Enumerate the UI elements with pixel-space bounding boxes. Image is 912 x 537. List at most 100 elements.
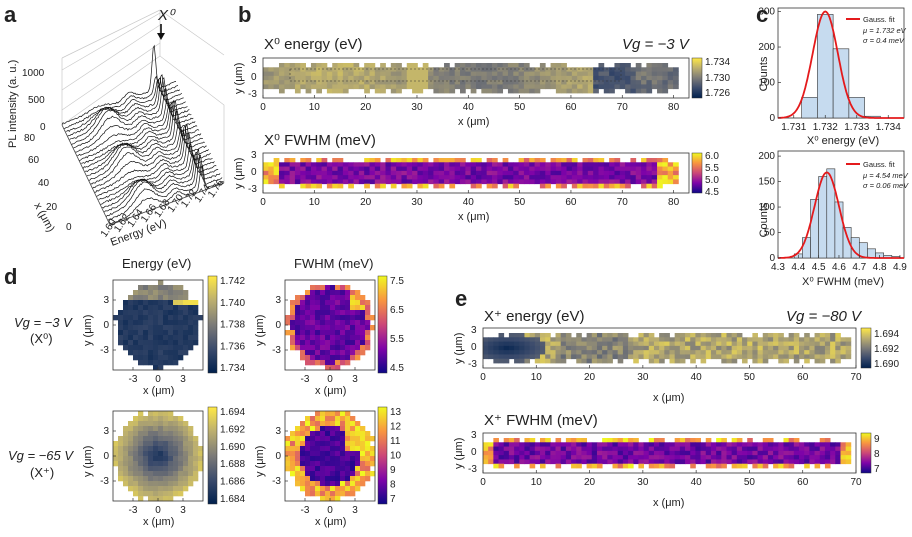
- map-pixel: [648, 459, 655, 465]
- map-pixel: [700, 442, 707, 447]
- map-pixel: [173, 476, 179, 482]
- map-pixel: [193, 456, 199, 462]
- map-pixel: [325, 471, 331, 477]
- map-pixel: [128, 340, 134, 346]
- map-pixel: [619, 175, 626, 180]
- map-pixel: [609, 71, 615, 77]
- map-pixel: [476, 170, 482, 176]
- map-pixel: [571, 80, 578, 85]
- map-pixel: [502, 183, 509, 189]
- map-pixel: [529, 166, 535, 172]
- map-pixel: [502, 71, 509, 77]
- map-pixel: [824, 345, 831, 351]
- map-pixel: [148, 411, 154, 417]
- map-pixel: [188, 441, 194, 447]
- map-pixel: [481, 80, 488, 85]
- map-pixel: [444, 75, 450, 81]
- map-pixel: [326, 75, 333, 81]
- a-energy-tick-mark: [191, 193, 195, 198]
- map-pixel: [716, 438, 722, 443]
- gauss-fit-line: [778, 10, 904, 119]
- map-pixel: [353, 179, 360, 185]
- map-pixel: [330, 290, 336, 296]
- map-pixel: [651, 166, 658, 172]
- hist-y-tick-2: 200: [758, 42, 775, 53]
- map-pixel: [153, 295, 159, 301]
- map-pixel: [337, 71, 344, 77]
- map-pixel: [534, 333, 541, 338]
- map-pixel: [330, 456, 336, 462]
- map-pixel: [417, 166, 424, 172]
- d-cbar_e1-tick-4: 1.734: [220, 363, 245, 374]
- map-pixel: [138, 471, 144, 477]
- map-pixel: [669, 450, 676, 456]
- map-pixel: [539, 337, 546, 342]
- map-pixel: [118, 461, 124, 467]
- map-pixel: [326, 183, 333, 189]
- map-pixel: [290, 320, 296, 326]
- map-pixel: [539, 350, 546, 355]
- map-pixel: [591, 446, 598, 452]
- map-pixel: [449, 80, 456, 85]
- map-pixel: [630, 88, 637, 94]
- map-pixel: [143, 345, 149, 351]
- map-pixel: [731, 350, 738, 355]
- map-pixel: [757, 350, 764, 355]
- map-pixel: [138, 456, 144, 462]
- map-pixel: [513, 67, 519, 72]
- map-pixel: [300, 456, 306, 462]
- b-cbar2-tick-0: 6.0: [705, 151, 719, 162]
- map-pixel: [571, 67, 578, 72]
- map-pixel: [350, 330, 356, 336]
- d-cbar_e2-tick-3: 1.688: [220, 459, 245, 470]
- map-pixel: [667, 67, 674, 72]
- map-pixel: [278, 162, 285, 167]
- map-pixel: [566, 162, 573, 167]
- map-pixel: [657, 67, 663, 72]
- map-pixel: [133, 320, 139, 326]
- map-pixel: [285, 436, 291, 442]
- map-pixel: [486, 179, 493, 185]
- map-pixel: [454, 175, 461, 180]
- map-pixel: [438, 179, 445, 185]
- map-pixel: [315, 456, 321, 462]
- map-pixel: [335, 365, 341, 371]
- e1-y-tick-1: 0: [471, 342, 477, 353]
- map-pixel: [335, 436, 341, 442]
- map-pixel: [449, 166, 456, 172]
- map-pixel: [625, 71, 631, 77]
- map-pixel: [824, 341, 831, 347]
- map-pixel: [305, 446, 311, 452]
- a-x-tick-4: 80: [24, 133, 36, 144]
- map-pixel: [148, 431, 154, 437]
- map-pixel: [598, 71, 605, 77]
- map-pixel: [360, 471, 366, 477]
- map-pixel: [788, 455, 795, 460]
- map-pixel: [374, 88, 381, 94]
- d-y-tick-1: 0: [275, 320, 281, 331]
- map-pixel: [380, 75, 386, 81]
- map-pixel: [332, 80, 338, 85]
- map-pixel: [305, 75, 312, 81]
- map-pixel: [438, 67, 445, 72]
- map-pixel: [422, 162, 429, 167]
- map-pixel: [193, 310, 199, 316]
- map-pixel: [355, 295, 361, 301]
- map-pixel: [587, 84, 594, 90]
- map-pixel: [364, 166, 370, 172]
- map-pixel: [153, 355, 159, 361]
- map-pixel: [118, 330, 124, 336]
- map-pixel: [143, 426, 149, 432]
- hist-bar: [802, 237, 811, 259]
- map-pixel: [596, 358, 603, 364]
- map-pixel: [679, 341, 686, 347]
- map-pixel: [630, 71, 637, 77]
- map-pixel: [659, 442, 665, 447]
- map-pixel: [783, 455, 790, 460]
- pl-spectrum-line: [102, 155, 217, 209]
- map-pixel: [396, 75, 402, 81]
- map-pixel: [412, 179, 418, 185]
- map-pixel: [695, 442, 701, 447]
- map-pixel: [153, 310, 159, 316]
- map-pixel: [355, 335, 361, 341]
